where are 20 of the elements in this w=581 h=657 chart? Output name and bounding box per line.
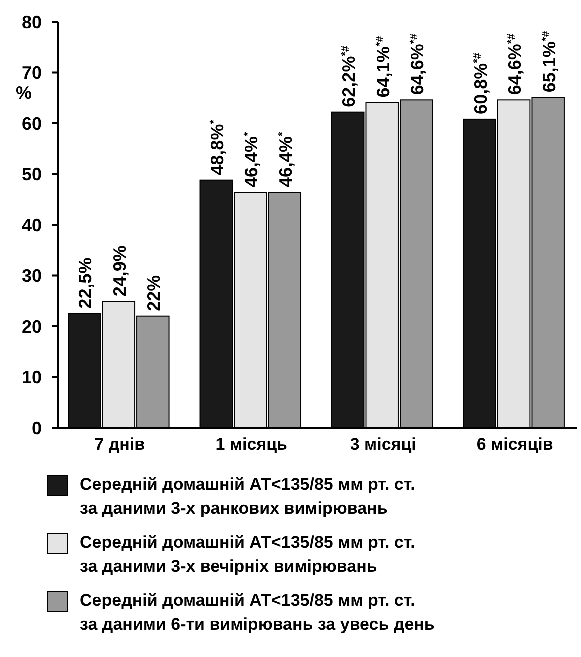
y-tick-label: 60: [22, 114, 42, 134]
data-label: 22,5%: [76, 258, 96, 309]
x-tick-label: 1 місяць: [216, 435, 288, 454]
y-tick-label: 70: [22, 63, 42, 84]
y-axis-title: %: [16, 82, 32, 103]
x-tick-label: 7 днів: [94, 435, 146, 454]
legend-label: Середній домашній АТ<135/85 мм рт. ст. за даними 6-ти вимірювань за увесь день: [80, 591, 435, 634]
y-tick-label: 40: [22, 215, 42, 236]
x-tick-label: 3 місяці: [350, 435, 416, 454]
y-tick-label: 0: [32, 418, 42, 438]
y-tick-label: 30: [22, 266, 42, 286]
y-tick-label: 80: [22, 12, 42, 32]
y-tick-label: 50: [22, 164, 42, 185]
y-tick-label: 10: [22, 368, 42, 388]
legend-label: Середній домашній АТ<135/85 мм рт. ст. за даними 3-х вечірніх вимірювань: [80, 533, 416, 576]
legend-label: Середній домашній АТ<135/85 мм рт. ст. за даними 3-х ранкових вимірювань: [80, 475, 416, 518]
x-tick-label: 6 місяців: [476, 435, 554, 454]
data-label: 24,9%: [110, 246, 130, 297]
data-label: 22%: [144, 275, 164, 312]
y-tick-label: 20: [22, 316, 42, 337]
